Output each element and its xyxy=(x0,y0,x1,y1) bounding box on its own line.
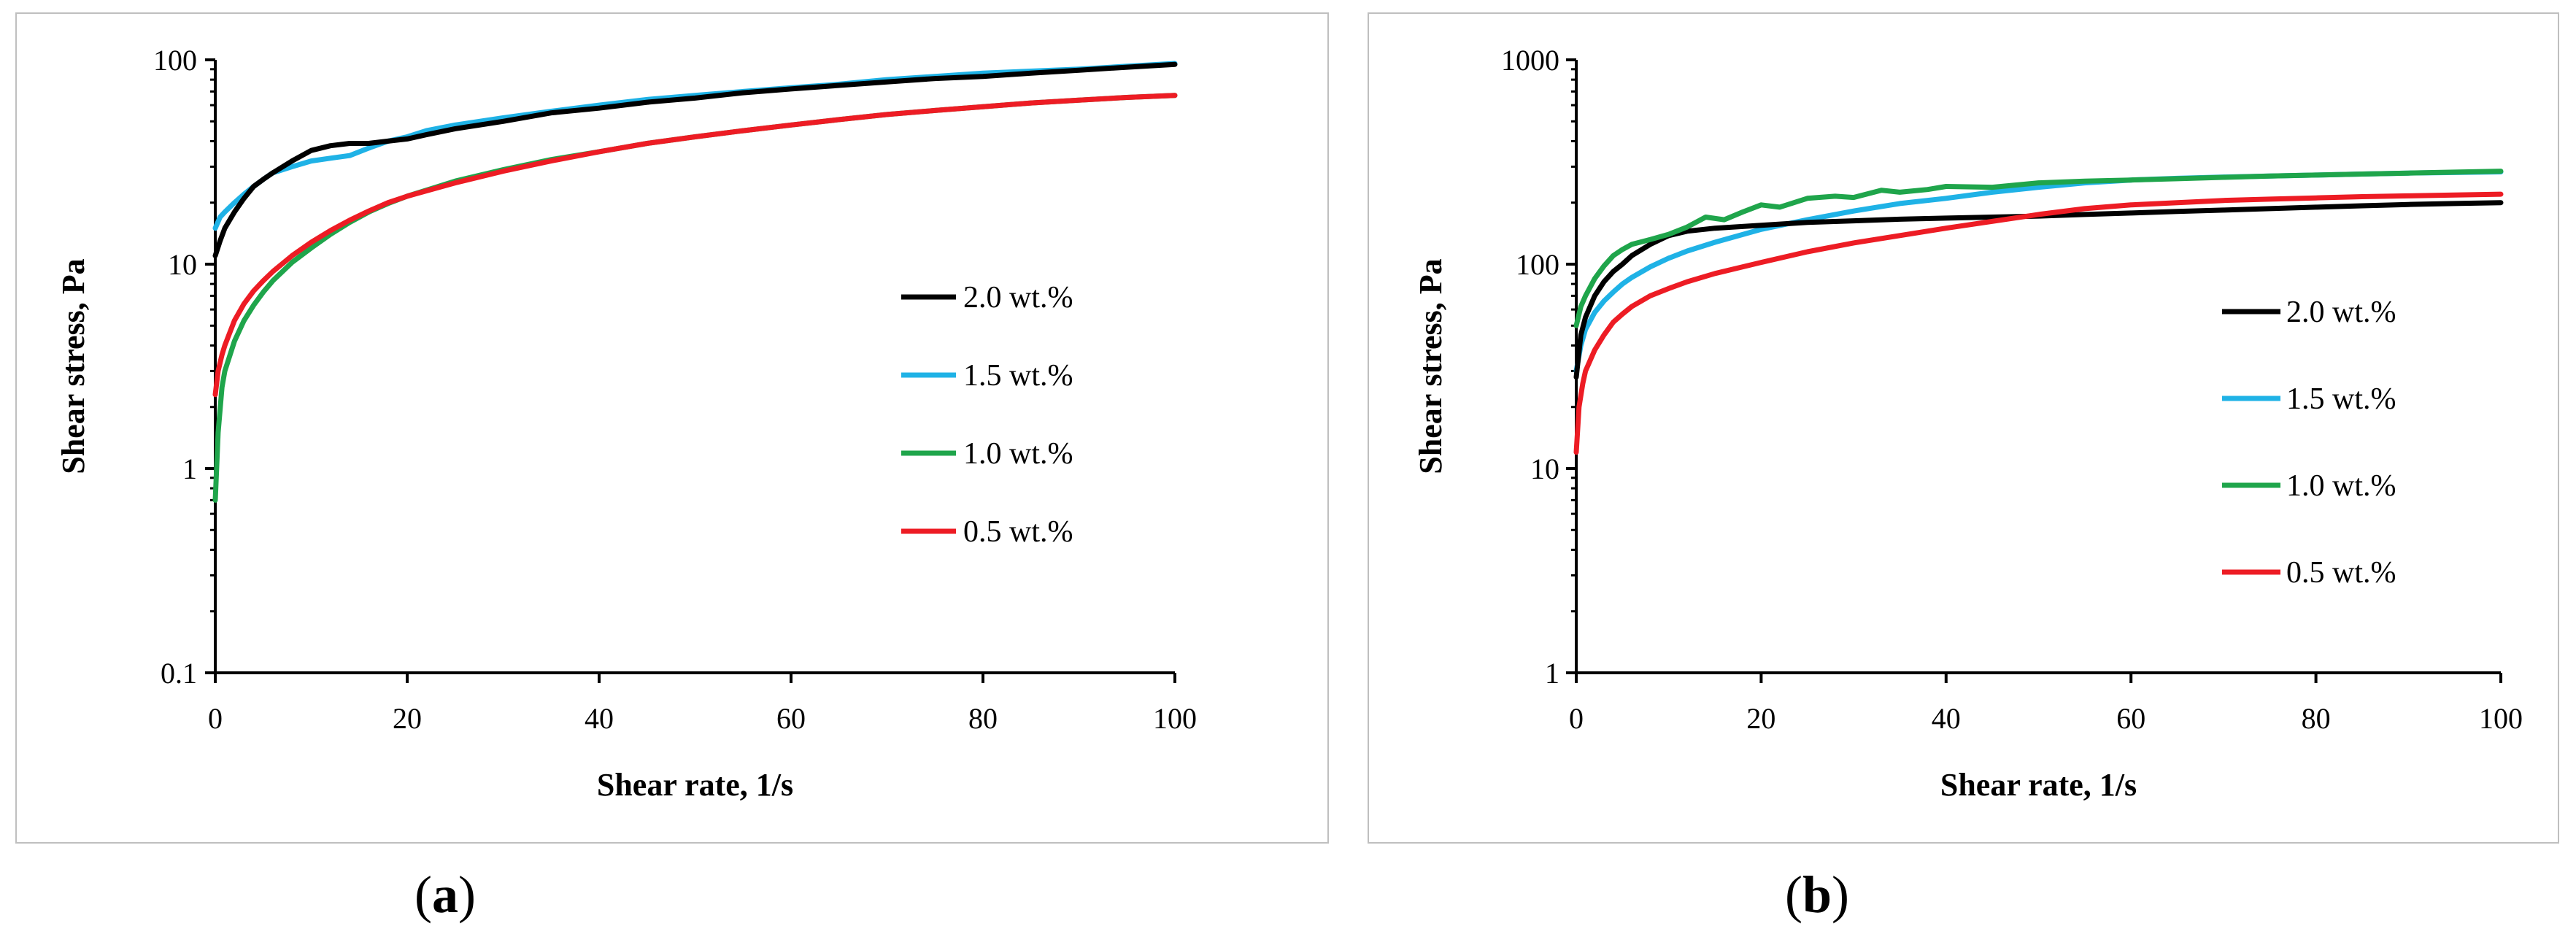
x-tick-label: 60 xyxy=(776,702,806,735)
legend-label: 2.0 wt.% xyxy=(963,281,1073,315)
x-axis-label: Shear rate, 1/s xyxy=(597,767,793,803)
legend-label: 1.5 wt.% xyxy=(963,359,1073,393)
x-tick-label: 100 xyxy=(2479,702,2523,735)
series-line-20 xyxy=(212,61,1178,258)
caption-b: (b) xyxy=(1785,865,1849,924)
x-tick-label: 20 xyxy=(1746,702,1775,735)
legend-label: 2.0 wt.% xyxy=(2286,296,2396,329)
x-tick-label: 60 xyxy=(2116,702,2145,735)
y-axis-label: Shear stress, Pa xyxy=(55,258,91,474)
legend-label: 1.0 wt.% xyxy=(963,437,1073,471)
legend-label: 1.0 wt.% xyxy=(2286,469,2396,503)
y-tick-label: 10 xyxy=(1530,452,1559,485)
y-tick-label: 0.1 xyxy=(161,657,197,690)
y-tick-label: 100 xyxy=(153,44,197,77)
chart-frame xyxy=(1368,12,2559,844)
y-axis-label: Shear stress, Pa xyxy=(1413,258,1449,474)
x-tick-label: 100 xyxy=(1153,702,1197,735)
y-tick-label: 100 xyxy=(1516,248,1559,281)
legend-label: 0.5 wt.% xyxy=(963,515,1073,549)
caption-a: (a) xyxy=(414,865,476,924)
y-tick-label: 1 xyxy=(182,452,197,485)
x-tick-label: 80 xyxy=(968,702,998,735)
x-tick-label: 40 xyxy=(1932,702,1961,735)
y-tick-label: 1 xyxy=(1545,657,1559,690)
y-tick-label: 10 xyxy=(168,248,197,281)
chart-frame xyxy=(15,12,1329,844)
y-tick-label: 1000 xyxy=(1501,44,1559,77)
series-line-05 xyxy=(212,93,1178,398)
panel-b: 1 10 100 1000 0 20 40 60 80 100 Shear rate, 1/s She… xyxy=(1368,12,2559,844)
x-tick-label: 40 xyxy=(585,702,614,735)
x-tick-label: 20 xyxy=(393,702,422,735)
panel-a: 0.1 1 10 100 0 20 40 60 80 100 Shear rate, 1/s Shea… xyxy=(15,12,1329,844)
x-tick-label: 0 xyxy=(208,702,223,735)
series-line-20 xyxy=(1573,200,2504,380)
x-tick-label: 80 xyxy=(2302,702,2331,735)
legend-label: 1.5 wt.% xyxy=(2286,382,2396,416)
series-line-10 xyxy=(1573,169,2504,328)
x-axis-label: Shear rate, 1/s xyxy=(1940,767,2137,803)
x-tick-label: 0 xyxy=(1569,702,1584,735)
legend-label: 0.5 wt.% xyxy=(2286,556,2396,590)
series-line-05 xyxy=(1573,191,2504,455)
